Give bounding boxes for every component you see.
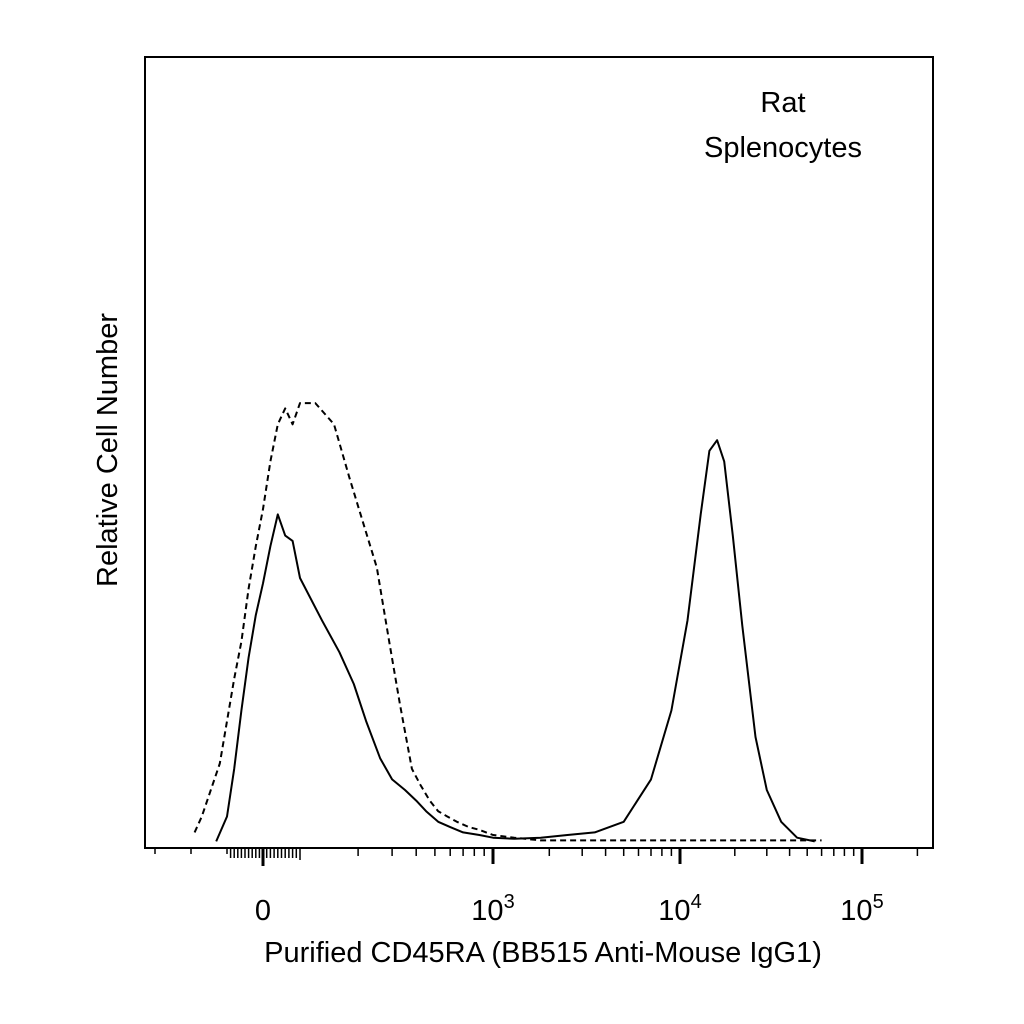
y-axis-label: Relative Cell Number xyxy=(92,313,124,587)
series-layer xyxy=(193,402,822,843)
x-tick-label: 103 xyxy=(471,891,514,927)
series-solid-line xyxy=(215,439,815,843)
annotation-line-1: Rat xyxy=(760,87,805,119)
series-dashed-line xyxy=(193,402,822,842)
annotation-line-2: Splenocytes xyxy=(704,132,862,164)
x-axis-ticks xyxy=(154,848,919,866)
x-tick-label: 0 xyxy=(255,895,271,927)
x-axis-tick-labels: 0 103 104 105 xyxy=(255,891,884,927)
plot-frame xyxy=(144,56,934,849)
x-tick-label: 104 xyxy=(658,891,701,927)
x-axis-label: Purified CD45RA (BB515 Anti-Mouse IgG1) xyxy=(264,937,822,969)
x-tick-label: 105 xyxy=(840,891,883,927)
